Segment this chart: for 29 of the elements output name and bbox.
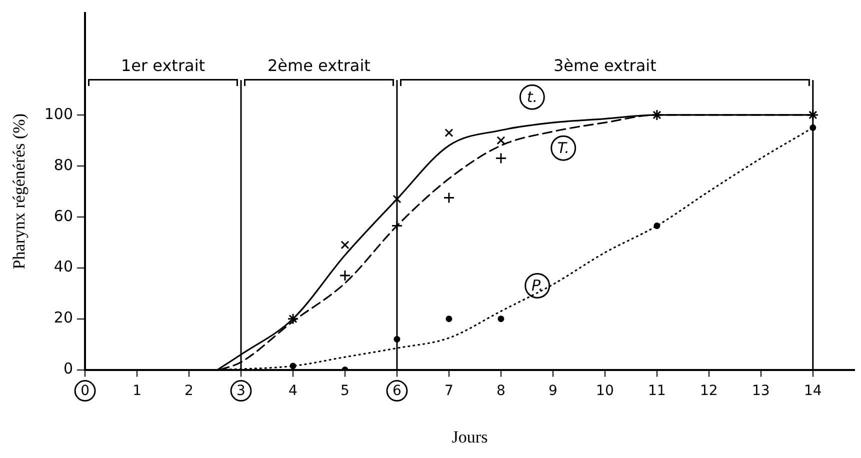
y-tick-label: 40 xyxy=(54,258,74,276)
x-tick-label: 7 xyxy=(444,382,454,399)
x-tick-label: 12 xyxy=(700,382,718,399)
y-tick-label: 20 xyxy=(54,308,74,327)
annotation: P. xyxy=(531,276,544,295)
x-tick-label: 2 xyxy=(184,382,194,399)
y-axis-title: Pharynx régénérés (%) xyxy=(10,114,29,270)
x-tick-label: 5 xyxy=(340,382,350,399)
y-tick-label: 80 xyxy=(54,156,74,174)
y-tick-label: 60 xyxy=(54,206,74,225)
annotation: t. xyxy=(526,88,538,106)
x-tick-label: 1 xyxy=(132,382,142,399)
annotation: 3ème extrait xyxy=(552,56,658,76)
x-tick-label: 13 xyxy=(752,382,770,399)
x-tick-label: 8 xyxy=(496,382,506,399)
x-axis-title: Jours xyxy=(452,427,488,446)
y-tick-label: 100 xyxy=(44,104,74,123)
x-tick-label: 4 xyxy=(288,382,298,399)
x-tick-label: 11 xyxy=(648,382,666,399)
x-tick-label: 10 xyxy=(596,382,614,399)
x-tick-label: 3 xyxy=(236,382,246,399)
annotation: 1er extrait xyxy=(120,56,206,76)
y-tick-label: 0 xyxy=(63,360,74,378)
x-tick-label: 9 xyxy=(548,382,558,399)
annotation: 2ème extrait xyxy=(266,56,372,76)
annotation: T. xyxy=(557,138,570,157)
x-tick-label: 6 xyxy=(392,382,402,399)
x-tick-label: 14 xyxy=(804,382,822,399)
x-tick-label: 0 xyxy=(80,382,90,399)
